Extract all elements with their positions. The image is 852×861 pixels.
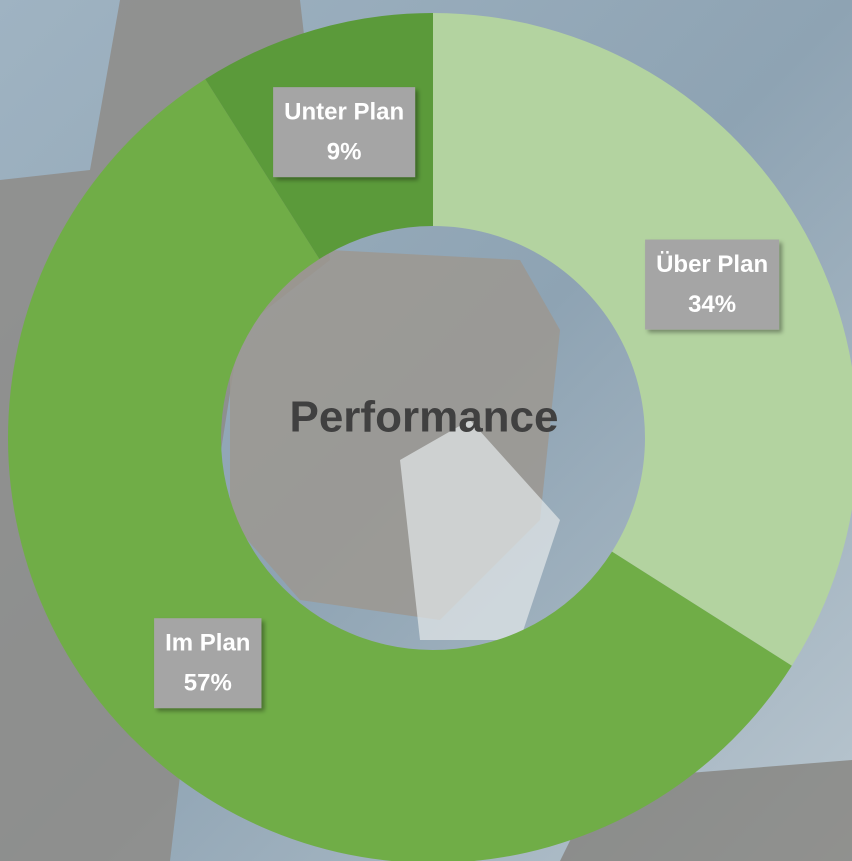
data-label: Unter Plan 9%: [273, 87, 415, 177]
center-title: Performance: [289, 393, 558, 442]
label-name: Im Plan: [165, 630, 250, 657]
data-label: Im Plan 57%: [154, 618, 261, 708]
label-value: 57%: [184, 670, 232, 697]
label-name: Über Plan: [656, 251, 768, 278]
page: {"chart_data": {"type": "donut", "title"…: [0, 0, 852, 861]
label-value: 9%: [327, 138, 362, 165]
label-name: Unter Plan: [284, 98, 404, 125]
data-label: Über Plan 34%: [645, 240, 779, 330]
label-value: 34%: [688, 291, 736, 318]
chart: Performance Über Plan 34% Im Plan 57% Unter …: [0, 0, 852, 861]
